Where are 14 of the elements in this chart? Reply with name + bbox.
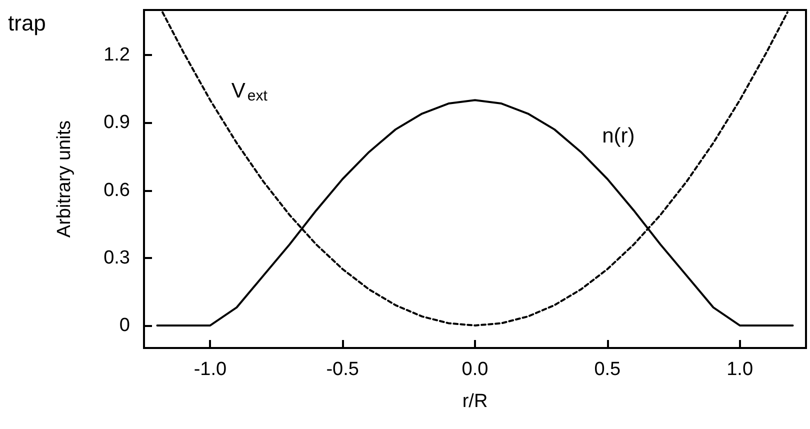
y-tick-label: 0 [119,314,130,336]
series-label: n(r) [602,124,635,148]
x-tick-label: -1.0 [194,359,227,380]
x-tick-label: 0.5 [594,359,621,380]
y-axis-title: Arbitrary units [54,120,75,238]
x-tick-label: 1.0 [726,359,754,380]
y-tick-label: 0.9 [104,112,130,134]
x-tick-label: 0.0 [462,359,488,380]
x-axis-title: r/R [462,391,488,412]
x-tick-label: -0.5 [326,359,359,380]
y-tick-label: 1.2 [104,44,130,66]
y-tick-label: 0.6 [104,180,130,201]
text: trap [8,10,46,36]
y-tick-label: 0.3 [104,247,130,268]
